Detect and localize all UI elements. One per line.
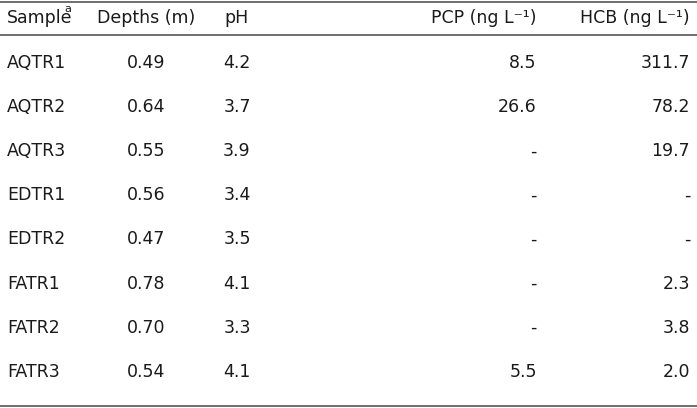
Text: 2.0: 2.0 (663, 363, 690, 381)
Text: 0.47: 0.47 (127, 231, 166, 248)
Text: 0.55: 0.55 (127, 142, 166, 160)
Text: Sample: Sample (7, 9, 72, 27)
Text: -: - (530, 186, 537, 204)
Text: Depths (m): Depths (m) (98, 9, 195, 27)
Text: 5.5: 5.5 (510, 363, 537, 381)
Text: 4.1: 4.1 (223, 363, 251, 381)
Text: 3.8: 3.8 (663, 319, 690, 337)
Text: FATR3: FATR3 (7, 363, 60, 381)
Text: AQTR2: AQTR2 (7, 98, 66, 116)
Text: FATR2: FATR2 (7, 319, 60, 337)
Text: 8.5: 8.5 (510, 54, 537, 72)
Text: HCB (ng L⁻¹): HCB (ng L⁻¹) (581, 9, 690, 27)
Text: -: - (530, 231, 537, 248)
Text: 3.7: 3.7 (223, 98, 251, 116)
Text: 3.5: 3.5 (223, 231, 251, 248)
Text: -: - (684, 231, 690, 248)
Text: 4.1: 4.1 (223, 275, 251, 293)
Text: a: a (64, 4, 71, 14)
Text: 0.70: 0.70 (127, 319, 166, 337)
Text: 3.4: 3.4 (223, 186, 251, 204)
Text: 0.54: 0.54 (127, 363, 166, 381)
Text: 311.7: 311.7 (641, 54, 690, 72)
Text: FATR1: FATR1 (7, 275, 60, 293)
Text: EDTR2: EDTR2 (7, 231, 66, 248)
Text: 0.49: 0.49 (127, 54, 166, 72)
Text: 78.2: 78.2 (652, 98, 690, 116)
Text: -: - (530, 319, 537, 337)
Text: -: - (684, 186, 690, 204)
Text: AQTR3: AQTR3 (7, 142, 66, 160)
Text: pH: pH (225, 9, 249, 27)
Text: -: - (530, 142, 537, 160)
Text: PCP (ng L⁻¹): PCP (ng L⁻¹) (431, 9, 537, 27)
Text: 4.2: 4.2 (223, 54, 251, 72)
Text: EDTR1: EDTR1 (7, 186, 66, 204)
Text: 19.7: 19.7 (652, 142, 690, 160)
Text: 26.6: 26.6 (498, 98, 537, 116)
Text: 0.64: 0.64 (127, 98, 166, 116)
Text: 3.3: 3.3 (223, 319, 251, 337)
Text: 2.3: 2.3 (663, 275, 690, 293)
Text: 3.9: 3.9 (223, 142, 251, 160)
Text: 0.78: 0.78 (127, 275, 166, 293)
Text: AQTR1: AQTR1 (7, 54, 66, 72)
Text: 0.56: 0.56 (127, 186, 166, 204)
Text: -: - (530, 275, 537, 293)
